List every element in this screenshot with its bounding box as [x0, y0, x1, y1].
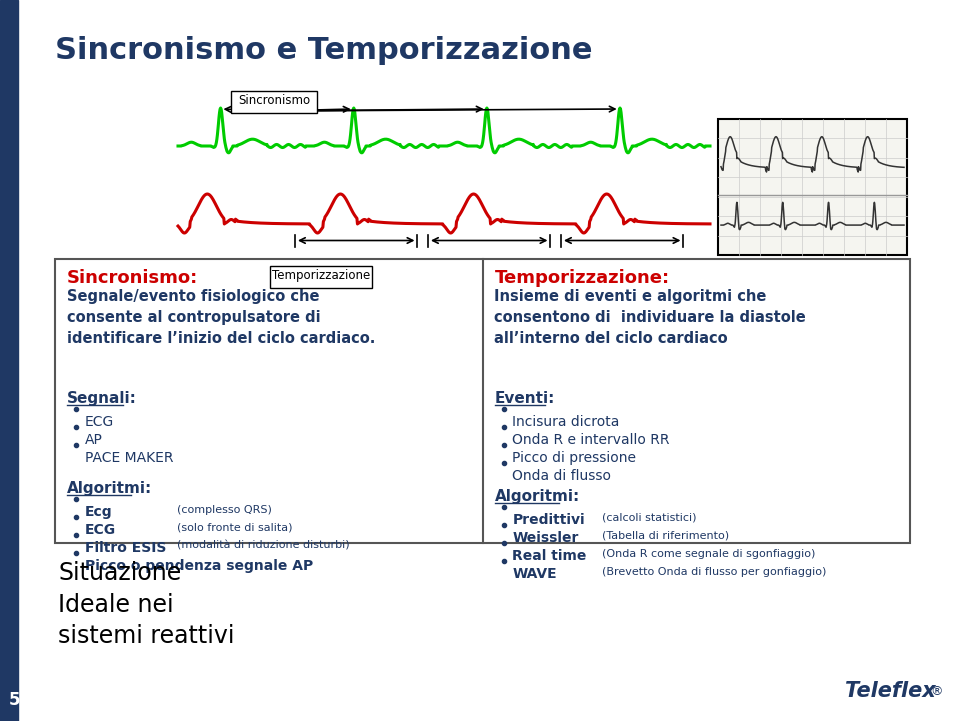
Text: Insieme di eventi e algoritmi che
consentono di  individuare la diastole
all’int: Insieme di eventi e algoritmi che consen…: [494, 289, 806, 346]
Text: ECG: ECG: [85, 415, 114, 429]
Text: Eventi:: Eventi:: [494, 391, 555, 406]
Text: Weissler: Weissler: [513, 531, 579, 545]
Text: Situazione
Ideale nei
sistemi reattivi: Situazione Ideale nei sistemi reattivi: [58, 561, 234, 648]
Text: Teleflex: Teleflex: [845, 681, 936, 701]
Text: Sincronismo:: Sincronismo:: [67, 269, 199, 287]
Text: ECG: ECG: [85, 523, 116, 537]
Text: (Onda R come segnale di sgonfiaggio): (Onda R come segnale di sgonfiaggio): [603, 549, 816, 559]
Text: (complesso QRS): (complesso QRS): [177, 505, 272, 515]
FancyBboxPatch shape: [231, 91, 317, 113]
Text: Algoritmi:: Algoritmi:: [67, 481, 153, 496]
Text: Filtro ESIS: Filtro ESIS: [85, 541, 166, 555]
Text: WAVE: WAVE: [513, 567, 557, 581]
Text: (Brevetto Onda di flusso per gonfiaggio): (Brevetto Onda di flusso per gonfiaggio): [603, 567, 827, 577]
Text: 5: 5: [9, 691, 20, 709]
FancyBboxPatch shape: [270, 266, 372, 288]
Text: Temporizzazione: Temporizzazione: [272, 270, 371, 283]
Bar: [55, 259, 910, 543]
Text: Onda R e intervallo RR: Onda R e intervallo RR: [513, 433, 670, 447]
Text: Segnale/evento fisiologico che
consente al contropulsatore di
identificare l’ini: Segnale/evento fisiologico che consente …: [67, 289, 375, 346]
Text: ®: ®: [930, 685, 943, 698]
Text: Onda di flusso: Onda di flusso: [513, 469, 612, 483]
Text: Real time: Real time: [513, 549, 587, 563]
Text: (calcoli statistici): (calcoli statistici): [603, 513, 697, 523]
Text: Picco di pressione: Picco di pressione: [513, 451, 636, 465]
Text: Ecg: Ecg: [85, 505, 112, 519]
Text: Segnali:: Segnali:: [67, 391, 137, 406]
Text: Incisura dicrota: Incisura dicrota: [513, 415, 620, 429]
Text: (solo fronte di salita): (solo fronte di salita): [177, 523, 293, 533]
Text: Sincronismo e Temporizzazione: Sincronismo e Temporizzazione: [55, 36, 592, 65]
Text: Temporizzazione:: Temporizzazione:: [494, 269, 670, 287]
Text: Algoritmi:: Algoritmi:: [494, 489, 580, 504]
Text: AP: AP: [85, 433, 103, 447]
Text: (Tabella di riferimento): (Tabella di riferimento): [603, 531, 730, 541]
Text: Sincronismo: Sincronismo: [238, 94, 310, 107]
Bar: [718, 119, 907, 255]
Text: PACE MAKER: PACE MAKER: [85, 451, 174, 465]
Text: (modalità di riduzione disturbi): (modalità di riduzione disturbi): [177, 541, 349, 551]
Text: Predittivi: Predittivi: [513, 513, 586, 527]
Text: Picco o pendenza segnale AP: Picco o pendenza segnale AP: [85, 559, 313, 573]
Bar: [0, 0, 18, 721]
